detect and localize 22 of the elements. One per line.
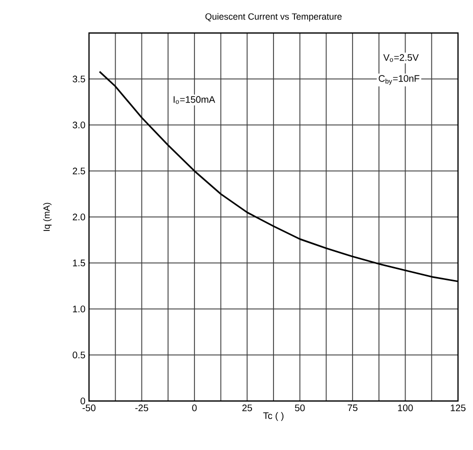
y-tick-label: 3.0 [72, 122, 86, 128]
y-tick-label: 0.5 [72, 352, 86, 358]
y-axis-title: Iq (mA) [43, 202, 52, 231]
x-tick-label: -50 [82, 404, 96, 412]
y-tick-label: 3.5 [72, 76, 86, 82]
x-tick-label: 50 [294, 404, 305, 412]
annotation: C$_{by}$=10nF [378, 75, 420, 85]
x-tick-label: -25 [135, 404, 148, 412]
annotation: V$_{o}$=2.5V [383, 54, 419, 62]
x-tick-label: 75 [348, 404, 358, 412]
chart-title: Quiescent Current vs Temperature [205, 13, 342, 22]
x-tick-label: 125 [450, 404, 466, 412]
y-tick-label: 2.5 [72, 168, 86, 174]
x-tick-label: 0 [192, 404, 197, 412]
y-tick-label: 1.0 [73, 306, 86, 312]
x-tick-label: 100 [398, 404, 413, 412]
y-tick-label: 1.5 [73, 260, 86, 266]
y-tick-label: 0 [80, 398, 86, 404]
annotation: I$_{o}$=150mA [174, 96, 216, 104]
x-axis-title: Tc ( ) [263, 412, 284, 421]
x-tick-label: 25 [242, 404, 252, 412]
y-tick-label: 2.0 [72, 214, 86, 220]
